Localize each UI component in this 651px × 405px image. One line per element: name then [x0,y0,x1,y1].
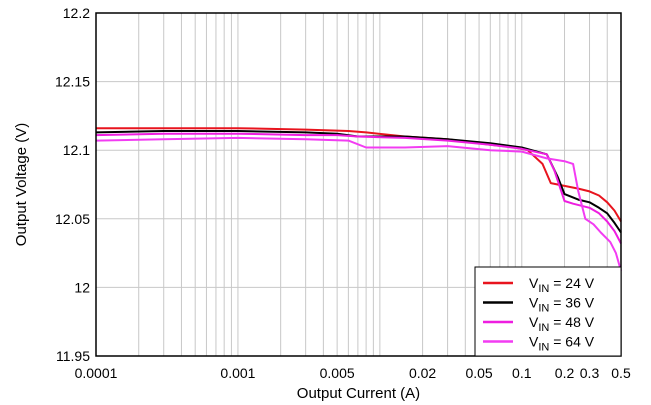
y-tick-label: 12.05 [55,211,90,227]
y-tick-label: 12.1 [63,142,90,158]
y-tick-label: 11.95 [56,348,90,364]
legend-label-1: VIN = 24 V [529,275,595,295]
y-tick-labels: 11.95 12 12.05 12.1 12.15 12.2 [55,5,90,364]
series-line-4 [95,136,622,272]
x-tick-label: 0.2 [555,365,575,381]
series-layer [95,127,622,272]
x-tick-label: 0.05 [465,365,492,381]
y-axis-label: Output Voltage (V) [13,123,30,246]
legend-label-3: VIN = 48 V [529,314,595,334]
series-line-1 [96,127,622,223]
series-line-2 [95,130,622,234]
y-tick-label: 12.2 [63,5,90,21]
x-tick-label: 0.005 [320,365,355,381]
x-tick-label: 0.5 [611,365,631,381]
legend-label-2: VIN = 36 V [529,295,595,315]
x-tick-label: 0.02 [409,365,436,381]
x-tick-labels: 0.0001 0.001 0.005 0.02 0.05 0.1 0.2 0.3 0.5 [75,365,631,381]
x-tick-label: 0.0001 [75,365,118,381]
x-axis-label: Output Current (A) [297,385,420,402]
plot-frame [95,12,622,357]
legend-label-4: VIN = 64 V [529,334,595,354]
series-line-3 [95,132,622,244]
y-tick-label: 12.15 [55,74,90,90]
y-tick-label: 12 [74,279,90,295]
x-tick-label: 0.3 [580,365,600,381]
x-tick-label: 0.001 [220,365,255,381]
x-tick-label: 0.1 [512,365,532,381]
